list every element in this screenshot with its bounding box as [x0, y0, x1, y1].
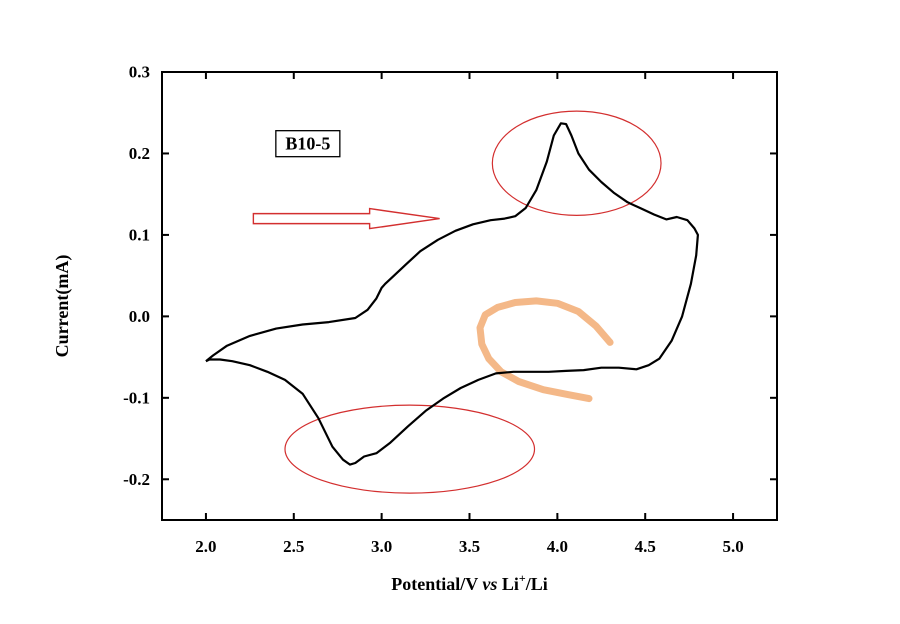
peak-circle-annotation [491, 110, 662, 216]
x-axis-title-post: /Li [525, 574, 548, 594]
annotation-layer [252, 110, 662, 494]
cv-curve-line [205, 122, 699, 466]
x-axis-title-pre: Potential/V [391, 574, 482, 594]
x-tick-label: 2.5 [283, 537, 304, 556]
y-axis-title: Current(mA) [52, 255, 73, 358]
y-tick-label: -0.2 [123, 470, 150, 489]
y-tick-label: 0.1 [129, 225, 150, 244]
x-tick-label: 5.0 [722, 537, 743, 556]
x-axis-title-mid: Li [497, 574, 519, 594]
trough-ellipse-annotation [284, 404, 536, 494]
y-tick-label: -0.1 [123, 388, 150, 407]
plot-frame [161, 71, 778, 521]
y-tick-label: 0.3 [129, 63, 150, 82]
y-tick-label: 0.2 [129, 144, 150, 163]
x-tick-label: 4.0 [547, 537, 568, 556]
right-arrow-annotation [252, 207, 440, 230]
x-tick-label: 3.5 [459, 537, 480, 556]
x-tick-label: 2.0 [195, 537, 216, 556]
x-axis-title: Potential/V vs Li+/Li [391, 571, 548, 594]
x-axis-title-sup: + [519, 571, 526, 585]
orange-scribble [476, 297, 614, 403]
y-tick-label: 0.0 [129, 307, 150, 326]
annotation-box [275, 130, 341, 158]
annotation-label: B10-5 [285, 134, 330, 154]
label-layer: B10-5 Potential/V vs Li+/Li Current(mA) [52, 130, 548, 594]
axis-layer: 2.0 2.5 3.0 3.5 4.0 4.5 5.0 -0.2 -0.1 0.0 0.1 0.2 0.… [123, 63, 778, 556]
x-tick-label: 4.5 [635, 537, 656, 556]
series-layer [205, 122, 699, 466]
x-axis-title-italic: vs [482, 574, 497, 594]
x-tick-label: 3.0 [371, 537, 392, 556]
